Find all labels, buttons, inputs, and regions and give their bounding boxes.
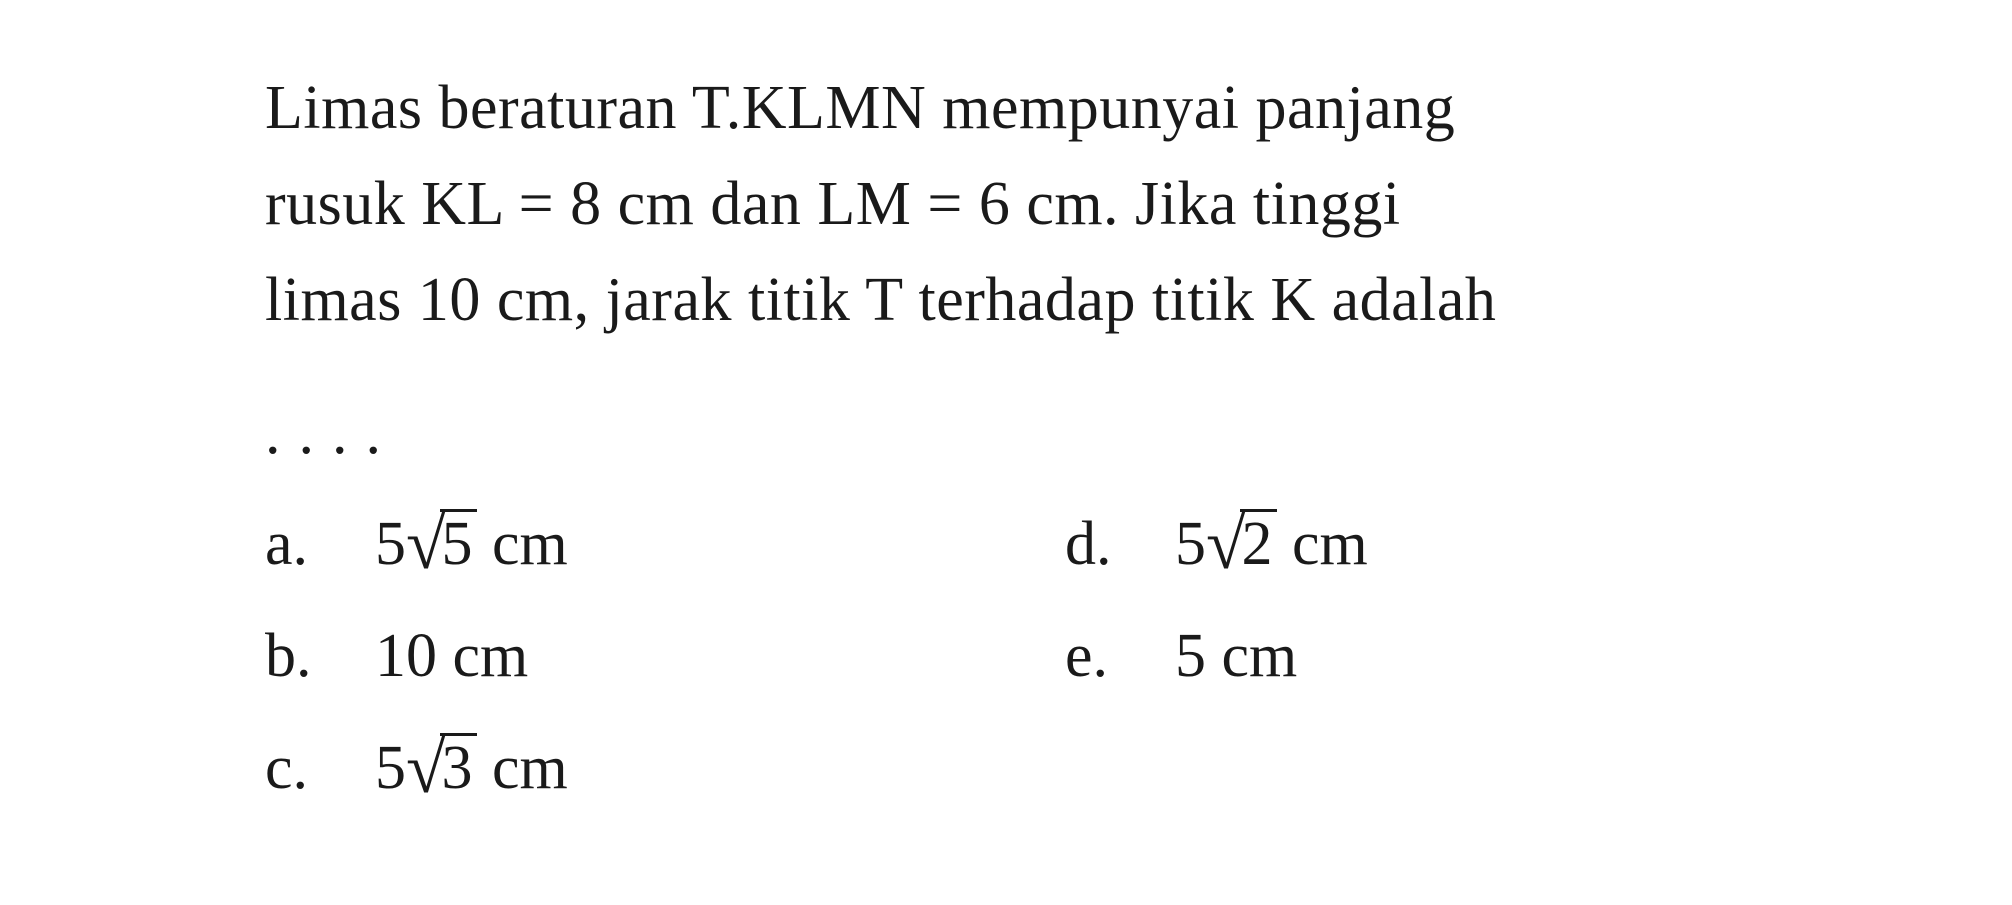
option-e-label: e. (1065, 612, 1175, 702)
option-row-3: c. 5√3 cm (265, 724, 1805, 814)
option-e-value: 5 cm (1175, 612, 1805, 702)
sqrt-icon: √3 (406, 733, 477, 801)
option-a-value: 5√5 cm (375, 500, 1065, 590)
option-b-label: b. (265, 612, 375, 702)
question-line-3: limas 10 cm, jarak titik T terhadap titi… (265, 266, 1496, 334)
option-a-unit: cm (477, 510, 568, 578)
option-d-unit: cm (1277, 510, 1368, 578)
question-line-1: Limas beraturan T.KLMN mempunyai panjang (265, 74, 1455, 142)
sqrt-icon: √5 (406, 509, 477, 577)
option-row-2: b. 10 cm e. 5 cm (265, 612, 1805, 702)
option-c-coef: 5 (375, 734, 406, 802)
answer-options: a. 5√5 cm d. 5√2 cm b. 10 cm e. 5 cm c. … (265, 500, 1805, 836)
option-d-coef: 5 (1175, 510, 1206, 578)
exam-question-page: Limas beraturan T.KLMN mempunyai panjang… (0, 0, 2012, 905)
sqrt-icon: √2 (1206, 509, 1277, 577)
option-d-label: d. (1065, 500, 1175, 590)
question-stem: Limas beraturan T.KLMN mempunyai panjang… (265, 60, 1805, 348)
option-d-value: 5√2 cm (1175, 500, 1805, 590)
question-ellipsis: .... (265, 398, 399, 469)
option-c-label: c. (265, 724, 375, 814)
option-c-unit: cm (477, 734, 568, 802)
option-b-value: 10 cm (375, 612, 1065, 702)
option-a-label: a. (265, 500, 375, 590)
option-c-value: 5√3 cm (375, 724, 1065, 814)
question-line-2: rusuk KL = 8 cm dan LM = 6 cm. Jika ting… (265, 170, 1401, 238)
option-a-coef: 5 (375, 510, 406, 578)
option-row-1: a. 5√5 cm d. 5√2 cm (265, 500, 1805, 590)
